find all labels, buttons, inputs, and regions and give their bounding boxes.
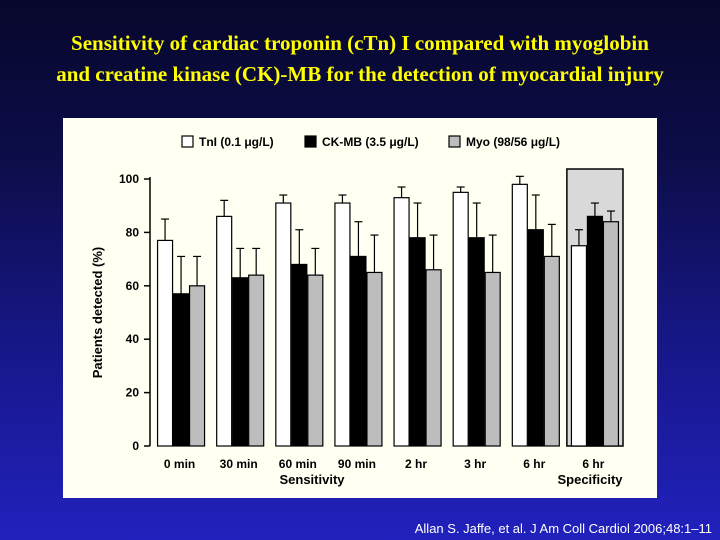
slide-title-line-2: and creatine kinase (CK)-MB for the dete…: [56, 62, 664, 86]
y-tick-label: 40: [126, 332, 140, 346]
bar: [275, 202, 292, 447]
bar: [425, 269, 442, 447]
y-axis-title: Patients detected (%): [90, 247, 105, 378]
x-tick-label: 30 min: [220, 457, 258, 471]
bar: [232, 277, 249, 447]
x-group-label-specificity: Specificity: [557, 472, 623, 487]
x-tick-label: 90 min: [338, 457, 376, 471]
bar: [350, 255, 367, 447]
bar: [393, 197, 410, 447]
slide-title: Sensitivity of cardiac troponin (cTn) I …: [0, 28, 720, 90]
x-tick-label: 6 hr: [523, 457, 545, 471]
bar: [366, 271, 383, 447]
bar: [248, 274, 265, 447]
x-tick-label: 6 hr: [582, 457, 604, 471]
legend-label: CK-MB (3.5 μg/L): [322, 135, 419, 149]
bar: [307, 274, 324, 447]
bar: [156, 239, 174, 447]
slide-title-line-1: Sensitivity of cardiac troponin (cTn) I …: [71, 31, 649, 55]
bar: [586, 215, 604, 447]
bar: [409, 237, 426, 447]
legend-swatch: [304, 135, 317, 148]
bar: [602, 221, 620, 447]
legend-swatch: [448, 135, 461, 148]
bar: [468, 237, 485, 447]
x-tick-label: 3 hr: [464, 457, 486, 471]
bar: [216, 215, 233, 447]
bar: [543, 255, 560, 447]
citation: Allan S. Jaffe, et al. J Am Coll Cardiol…: [414, 521, 712, 536]
bar: [452, 191, 469, 447]
bar: [291, 263, 308, 447]
y-tick-label: 20: [126, 386, 140, 400]
chart-panel: TnI (0.1 μg/L) CK-MB (3.5 μg/L) Myo (98/56…: [63, 118, 657, 498]
bar: [484, 271, 501, 447]
y-tick-label: 0: [132, 439, 139, 453]
y-tick-label: 80: [126, 225, 140, 239]
x-tick-label: 0 min: [164, 457, 195, 471]
bar: [188, 285, 206, 447]
bar: [527, 229, 544, 447]
bar: [570, 245, 588, 447]
x-group-label-sensitivity: Sensitivity: [279, 472, 345, 487]
bar: [334, 202, 351, 447]
bar: [172, 293, 190, 447]
y-tick-label: 60: [126, 279, 140, 293]
sensitivity-bar-chart: TnI (0.1 μg/L) CK-MB (3.5 μg/L) Myo (98/56…: [90, 135, 624, 487]
legend-swatch: [181, 135, 194, 148]
legend-label: Myo (98/56 μg/L): [466, 135, 560, 149]
x-tick-label: 60 min: [279, 457, 317, 471]
legend-label: TnI (0.1 μg/L): [199, 135, 274, 149]
y-tick-label: 100: [119, 172, 139, 186]
x-tick-label: 2 hr: [405, 457, 427, 471]
bar: [511, 183, 528, 447]
